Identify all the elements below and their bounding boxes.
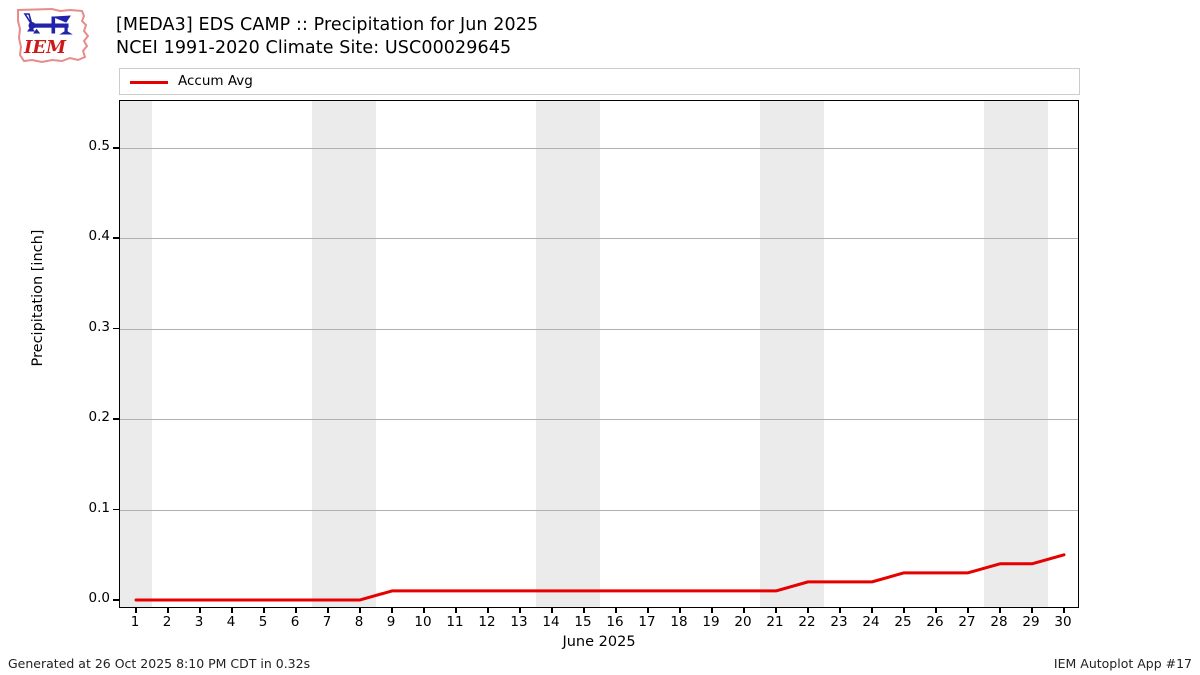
x-tick-mark bbox=[711, 607, 713, 613]
x-tick-label: 23 bbox=[830, 614, 848, 630]
weekend-band bbox=[312, 101, 376, 607]
y-tick-mark bbox=[113, 598, 119, 601]
x-tick-label: 14 bbox=[542, 614, 560, 630]
x-axis-label: June 2025 bbox=[562, 634, 636, 650]
y-tick-mark bbox=[113, 508, 119, 511]
x-tick-mark bbox=[551, 607, 553, 613]
x-tick-mark bbox=[807, 607, 809, 613]
weekend-band bbox=[760, 101, 824, 607]
x-tick-mark bbox=[263, 607, 265, 613]
x-tick-label: 18 bbox=[670, 614, 688, 630]
x-tick-mark bbox=[615, 607, 617, 613]
x-tick-label: 5 bbox=[258, 614, 268, 630]
x-tick-mark bbox=[583, 607, 585, 613]
legend-label-accum-avg: Accum Avg bbox=[178, 73, 253, 89]
gridline bbox=[120, 238, 1078, 240]
x-tick-mark bbox=[359, 607, 361, 613]
x-tick-label: 4 bbox=[226, 614, 236, 630]
x-tick-label: 16 bbox=[606, 614, 624, 630]
x-tick-mark bbox=[935, 607, 937, 613]
x-tick-mark bbox=[167, 607, 169, 613]
x-tick-mark bbox=[519, 607, 521, 613]
x-tick-label: 29 bbox=[1022, 614, 1040, 630]
title-line-1: [MEDA3] EDS CAMP :: Precipitation for Ju… bbox=[116, 15, 539, 35]
x-tick-label: 26 bbox=[926, 614, 944, 630]
footer-generated-text: Generated at 26 Oct 2025 8:10 PM CDT in … bbox=[8, 656, 311, 671]
plot-area bbox=[119, 100, 1079, 608]
x-tick-label: 25 bbox=[894, 614, 912, 630]
iem-logo: IEM bbox=[8, 5, 102, 67]
x-tick-mark bbox=[839, 607, 841, 613]
x-tick-label: 21 bbox=[766, 614, 784, 630]
x-tick-label: 1 bbox=[130, 614, 140, 630]
x-tick-label: 11 bbox=[446, 614, 464, 630]
y-tick-label: 0.5 bbox=[88, 138, 110, 154]
y-tick-mark bbox=[113, 327, 119, 330]
x-tick-label: 10 bbox=[414, 614, 432, 630]
x-tick-mark bbox=[1031, 607, 1033, 613]
x-tick-mark bbox=[679, 607, 681, 613]
gridline bbox=[120, 328, 1078, 330]
footer-app-text: IEM Autoplot App #17 bbox=[1053, 656, 1192, 671]
y-tick-label: 0.2 bbox=[88, 409, 110, 426]
x-tick-label: 12 bbox=[478, 614, 496, 630]
svg-text:IEM: IEM bbox=[23, 37, 67, 58]
weekend-band bbox=[984, 101, 1048, 607]
weekend-band bbox=[120, 101, 152, 607]
y-tick-mark bbox=[113, 237, 119, 239]
x-tick-mark bbox=[231, 607, 233, 613]
weekend-band bbox=[536, 101, 600, 607]
x-tick-mark bbox=[999, 607, 1001, 613]
x-tick-mark bbox=[967, 607, 969, 613]
gridline bbox=[120, 509, 1078, 511]
x-tick-mark bbox=[391, 607, 393, 613]
x-tick-label: 19 bbox=[702, 614, 720, 630]
x-tick-label: 24 bbox=[862, 614, 880, 630]
x-tick-mark bbox=[295, 607, 297, 613]
chart-legend: Accum Avg bbox=[119, 68, 1080, 95]
y-tick-label: 0.0 bbox=[88, 589, 110, 606]
legend-swatch-accum-avg bbox=[130, 81, 168, 84]
x-tick-label: 13 bbox=[510, 614, 528, 630]
x-tick-label: 22 bbox=[798, 614, 816, 630]
x-tick-mark bbox=[775, 607, 777, 613]
x-tick-label: 3 bbox=[194, 614, 204, 630]
gridline bbox=[120, 148, 1078, 149]
title-line-2: NCEI 1991-2020 Climate Site: USC00029645 bbox=[116, 38, 512, 58]
x-tick-mark bbox=[423, 607, 425, 613]
x-tick-label: 27 bbox=[958, 614, 976, 630]
x-tick-mark bbox=[487, 607, 489, 613]
x-tick-mark bbox=[743, 607, 745, 613]
x-tick-mark bbox=[199, 607, 201, 613]
y-tick-label: 0.1 bbox=[88, 499, 110, 516]
y-tick-mark bbox=[113, 147, 119, 149]
x-tick-mark bbox=[455, 607, 457, 613]
chart-header: IEM [MEDA3] EDS CAMP :: Precipitation fo… bbox=[0, 0, 1200, 68]
gridline bbox=[120, 419, 1078, 421]
x-tick-mark bbox=[903, 607, 905, 613]
page-title: [MEDA3] EDS CAMP :: Precipitation for Ju… bbox=[116, 14, 538, 60]
x-tick-mark bbox=[1063, 607, 1065, 613]
y-axis-label: Precipitation [inch] bbox=[30, 229, 46, 367]
x-tick-label: 7 bbox=[322, 614, 332, 630]
x-tick-label: 15 bbox=[574, 614, 592, 630]
x-tick-mark bbox=[327, 607, 329, 613]
x-tick-label: 8 bbox=[354, 614, 364, 630]
y-tick-label: 0.4 bbox=[88, 228, 110, 245]
y-tick-mark bbox=[113, 418, 119, 420]
x-tick-label: 9 bbox=[386, 614, 396, 630]
y-tick-label: 0.3 bbox=[88, 318, 110, 335]
x-tick-label: 2 bbox=[162, 614, 172, 630]
x-tick-label: 30 bbox=[1054, 614, 1072, 630]
x-tick-label: 28 bbox=[990, 614, 1008, 630]
x-tick-mark bbox=[871, 607, 873, 613]
x-tick-label: 20 bbox=[734, 614, 752, 630]
series-accum-avg bbox=[134, 553, 1066, 602]
x-tick-label: 6 bbox=[290, 614, 300, 630]
x-tick-mark bbox=[135, 607, 137, 613]
x-tick-mark bbox=[647, 607, 649, 613]
x-tick-label: 17 bbox=[638, 614, 656, 630]
